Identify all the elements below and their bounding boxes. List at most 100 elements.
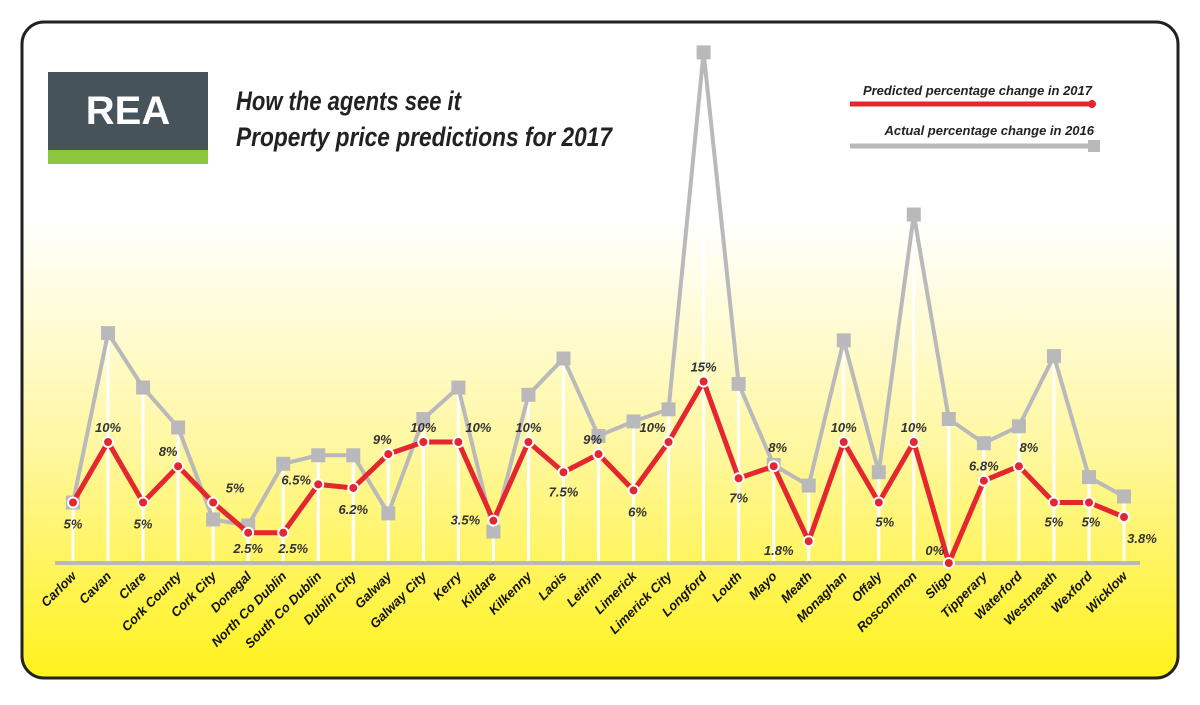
- data-label: 5%: [1045, 515, 1064, 530]
- data-label: 5%: [226, 481, 245, 496]
- marker-actual-cork-city: [206, 512, 221, 527]
- marker-actual-sligo: [941, 412, 956, 427]
- marker-actual-laois: [556, 351, 571, 366]
- marker-actual-wexford: [1081, 470, 1096, 485]
- marker-predicted-waterford: [1012, 460, 1025, 473]
- marker-predicted-cavan: [102, 436, 115, 448]
- data-label: 5%: [134, 517, 153, 532]
- data-label: 8%: [159, 444, 178, 459]
- marker-actual-limerick-city: [661, 402, 676, 417]
- marker-predicted-louth: [732, 472, 745, 485]
- legend-marker-actual: [1088, 140, 1100, 152]
- marker-actual-tipperary: [976, 436, 991, 451]
- data-label: 7.5%: [549, 484, 579, 499]
- marker-actual-cavan: [101, 326, 116, 341]
- marker-actual-roscommon: [906, 207, 921, 222]
- marker-actual-galway-city: [416, 412, 431, 427]
- marker-predicted-cork-city: [207, 496, 220, 509]
- chart-frame: [20, 20, 1180, 680]
- marker-predicted-mayo: [767, 460, 780, 473]
- data-label: 8%: [768, 440, 787, 455]
- chart-title-line2: Property price predictions for 2017: [236, 122, 614, 152]
- marker-actual-longford: [696, 45, 711, 60]
- legend-label-predicted: Predicted percentage change in 2017: [863, 83, 1093, 98]
- marker-predicted-laois: [557, 466, 570, 479]
- marker-predicted-kildare: [487, 514, 500, 527]
- data-label: 10%: [515, 420, 541, 435]
- marker-predicted-south-co-dublin: [312, 478, 325, 491]
- data-label: 10%: [640, 420, 666, 435]
- data-label: 15%: [691, 360, 717, 375]
- data-label: 6.8%: [969, 459, 999, 474]
- marker-predicted-roscommon: [907, 436, 920, 448]
- marker-actual-south-co-dublin: [311, 448, 326, 463]
- data-label: 8%: [1020, 440, 1039, 455]
- data-label: 9%: [583, 432, 602, 447]
- data-label: 10%: [831, 420, 857, 435]
- data-label: 9%: [373, 432, 392, 447]
- data-label: 6.2%: [338, 502, 368, 517]
- marker-predicted-kilkenny: [522, 436, 535, 448]
- data-label: 5%: [1082, 515, 1101, 530]
- marker-actual-westmeath: [1046, 349, 1061, 364]
- marker-predicted-kerry: [452, 436, 465, 448]
- marker-predicted-carlow: [67, 496, 79, 509]
- marker-predicted-westmeath: [1047, 496, 1060, 509]
- marker-actual-cork-county: [171, 420, 186, 435]
- data-label: 10%: [95, 420, 121, 435]
- data-label: 7%: [729, 490, 748, 505]
- marker-actual-kildare: [486, 524, 501, 539]
- data-label: 2.5%: [277, 541, 308, 556]
- marker-predicted-monaghan: [837, 436, 850, 448]
- data-label: 3.8%: [1127, 531, 1157, 546]
- data-label: 10%: [410, 420, 436, 435]
- marker-predicted-galway: [382, 448, 395, 461]
- marker-predicted-cork-county: [172, 460, 185, 473]
- data-label: 6.5%: [281, 472, 311, 487]
- rea-logo: REA: [48, 72, 208, 164]
- marker-actual-north-co-dublin: [276, 456, 291, 471]
- legend-label-actual: Actual percentage change in 2016: [883, 123, 1094, 138]
- data-label: 1.8%: [764, 543, 794, 558]
- marker-actual-leitrim: [591, 428, 606, 443]
- data-label: 3.5%: [451, 513, 481, 528]
- marker-actual-galway: [381, 506, 396, 521]
- data-label: 5%: [64, 517, 83, 532]
- marker-predicted-longford: [697, 375, 710, 388]
- data-label: 2.5%: [232, 541, 263, 556]
- marker-actual-offaly: [871, 465, 886, 480]
- marker-predicted-meath: [802, 535, 815, 548]
- marker-actual-limerick: [626, 414, 641, 429]
- marker-predicted-sligo: [942, 557, 955, 569]
- marker-actual-kilkenny: [521, 387, 536, 402]
- logo-text: REA: [86, 89, 170, 133]
- marker-predicted-wexford: [1082, 496, 1095, 509]
- data-label: 10%: [465, 420, 491, 435]
- marker-predicted-leitrim: [592, 448, 605, 461]
- marker-predicted-clare: [137, 496, 150, 509]
- marker-actual-dublin-city: [346, 448, 361, 463]
- data-label: 5%: [875, 515, 894, 530]
- marker-actual-waterford: [1011, 419, 1026, 434]
- chart-title-line1: How the agents see it: [236, 86, 462, 116]
- marker-predicted-wicklow: [1118, 511, 1130, 524]
- data-label: 0%: [925, 543, 944, 558]
- marker-predicted-limerick-city: [662, 436, 675, 448]
- marker-predicted-donegal: [242, 526, 255, 539]
- marker-predicted-north-co-dublin: [277, 526, 290, 539]
- marker-actual-kerry: [451, 380, 466, 395]
- marker-actual-meath: [801, 478, 816, 493]
- data-label: 10%: [901, 420, 927, 435]
- marker-actual-monaghan: [836, 333, 851, 348]
- marker-actual-wicklow: [1117, 489, 1131, 504]
- marker-actual-louth: [731, 376, 746, 391]
- marker-actual-clare: [136, 380, 151, 395]
- marker-predicted-galway-city: [417, 436, 430, 448]
- marker-predicted-tipperary: [977, 474, 990, 487]
- legend-marker-predicted: [1088, 100, 1096, 108]
- marker-predicted-offaly: [872, 496, 885, 509]
- marker-predicted-limerick: [627, 484, 640, 497]
- data-label: 6%: [628, 504, 647, 519]
- marker-predicted-dublin-city: [347, 481, 360, 494]
